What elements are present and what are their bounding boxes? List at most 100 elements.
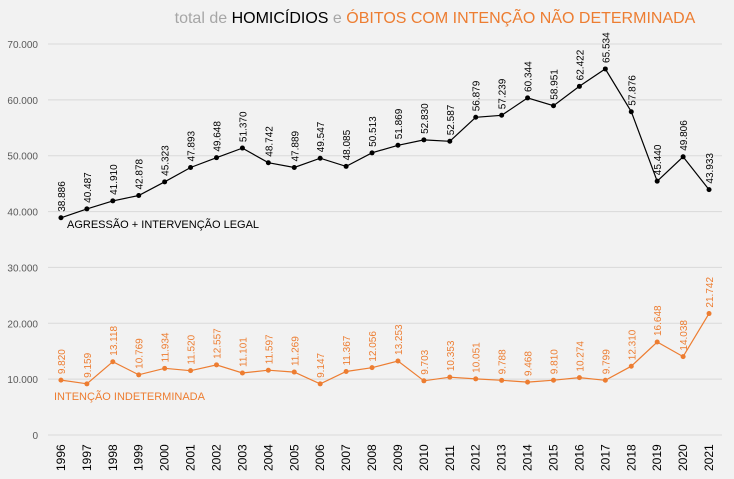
x-tick-label: 1999 [132, 444, 146, 471]
title-homicidios: HOMICÍDIOS [232, 8, 329, 27]
data-label: 56.879 [472, 80, 483, 111]
data-label: 57.239 [498, 78, 509, 109]
data-point [706, 311, 712, 317]
data-label: 11.367 [342, 335, 353, 365]
data-label: 45.440 [653, 144, 664, 175]
x-tick-label: 2017 [598, 444, 612, 471]
x-tick-label: 1996 [54, 444, 68, 471]
data-label: 49.806 [679, 120, 690, 151]
x-tick-label: 2018 [624, 444, 638, 471]
gridlines [48, 43, 722, 436]
x-tick-label: 2013 [495, 444, 509, 471]
data-point [188, 368, 194, 374]
data-label: 51.370 [238, 111, 249, 142]
data-point [499, 112, 505, 118]
data-point [654, 339, 660, 345]
data-point [628, 363, 634, 369]
x-tick-label: 2016 [572, 444, 586, 471]
x-tick-label: 2003 [235, 444, 249, 471]
data-label: 9.820 [57, 349, 68, 374]
x-tick-label: 2014 [521, 444, 535, 471]
y-tick-label: 20.000 [7, 319, 38, 330]
data-label: 14.038 [679, 320, 690, 351]
data-label: 49.547 [316, 121, 327, 152]
data-point [395, 358, 401, 364]
data-label: 11.520 [187, 334, 198, 364]
data-point [291, 369, 297, 375]
x-tick-label: 2005 [287, 444, 301, 471]
x-tick-label: 2002 [210, 444, 224, 471]
data-label: 51.869 [394, 108, 405, 139]
data-label: 9.468 [524, 351, 535, 376]
data-point [214, 155, 219, 161]
data-point [84, 206, 90, 212]
data-point [680, 354, 686, 360]
data-point [576, 375, 582, 381]
x-tick-label: 2011 [443, 445, 457, 471]
data-point [369, 365, 375, 371]
data-label: 13.118 [109, 325, 120, 355]
data-label: 38.886 [57, 181, 68, 212]
data-point [162, 365, 168, 371]
data-point [265, 160, 271, 166]
y-tick-label: 0 [32, 431, 38, 442]
data-label: 9.703 [420, 349, 431, 374]
data-point [239, 370, 245, 376]
x-tick-label: 2010 [417, 444, 431, 471]
data-point [343, 163, 349, 169]
data-label: 16.648 [653, 305, 664, 336]
data-label: 10.769 [135, 338, 146, 369]
x-tick-label: 2001 [184, 444, 198, 471]
series-layer: 38.886 40.487 41.910 42.878 45.323 47.893 49.6… [57, 32, 716, 387]
data-label: 65.534 [601, 32, 612, 63]
data-point [136, 192, 142, 198]
x-tick-label: 2015 [547, 444, 561, 471]
data-point [58, 377, 64, 383]
series-line-agressao [60, 68, 710, 219]
data-label: 48.085 [342, 129, 353, 160]
data-point [421, 137, 427, 143]
title-prefix: total de [175, 10, 232, 27]
y-tick-label: 50.000 [7, 152, 38, 163]
data-point [84, 381, 90, 387]
y-tick-label: 30.000 [7, 263, 38, 274]
data-label: 11.269 [290, 336, 301, 366]
data-point [110, 359, 116, 365]
data-label: 47.889 [290, 130, 301, 161]
title-obitos: ÓBITOS COM INTENÇÃO NÃO DETERMINADA [346, 7, 695, 27]
data-label: 49.648 [213, 121, 224, 152]
data-point [447, 374, 453, 380]
data-label: 60.344 [524, 61, 535, 92]
data-point [317, 381, 323, 387]
x-tick-label: 2009 [391, 444, 405, 471]
data-label: 13.253 [394, 324, 405, 355]
data-label: 10.051 [472, 342, 483, 373]
data-point [265, 367, 271, 373]
x-tick-label: 2008 [365, 444, 379, 471]
data-label: 9.810 [550, 349, 561, 374]
data-point [421, 378, 427, 384]
data-point [525, 379, 531, 385]
data-point [58, 215, 64, 221]
x-tick-label: 2007 [339, 444, 353, 471]
data-label: 12.056 [368, 331, 379, 362]
data-point [602, 377, 608, 383]
data-point [525, 95, 531, 101]
y-tick-label: 10.000 [7, 375, 38, 386]
data-label: 52.587 [446, 104, 457, 135]
data-label: 50.513 [368, 116, 379, 147]
series-label-indeterminada: INTENÇÃO INDETERMINADA [54, 390, 206, 403]
x-axis-ticks: 1996 1997 1998 1999 2000 2001 2002 2003 2004 2005… [54, 444, 716, 471]
data-label: 43.933 [705, 153, 716, 184]
x-tick-label: 1998 [106, 444, 120, 471]
x-tick-label: 2004 [261, 444, 275, 471]
data-point [473, 114, 479, 120]
data-point [317, 155, 323, 161]
data-label: 57.876 [627, 75, 638, 106]
data-label: 47.893 [187, 130, 198, 161]
data-label: 41.910 [109, 164, 120, 195]
data-label: 9.788 [498, 349, 509, 374]
x-tick-label: 2000 [158, 444, 172, 471]
series-label-agressao: AGRESSÃO + INTERVENÇÃO LEGAL [67, 218, 259, 231]
